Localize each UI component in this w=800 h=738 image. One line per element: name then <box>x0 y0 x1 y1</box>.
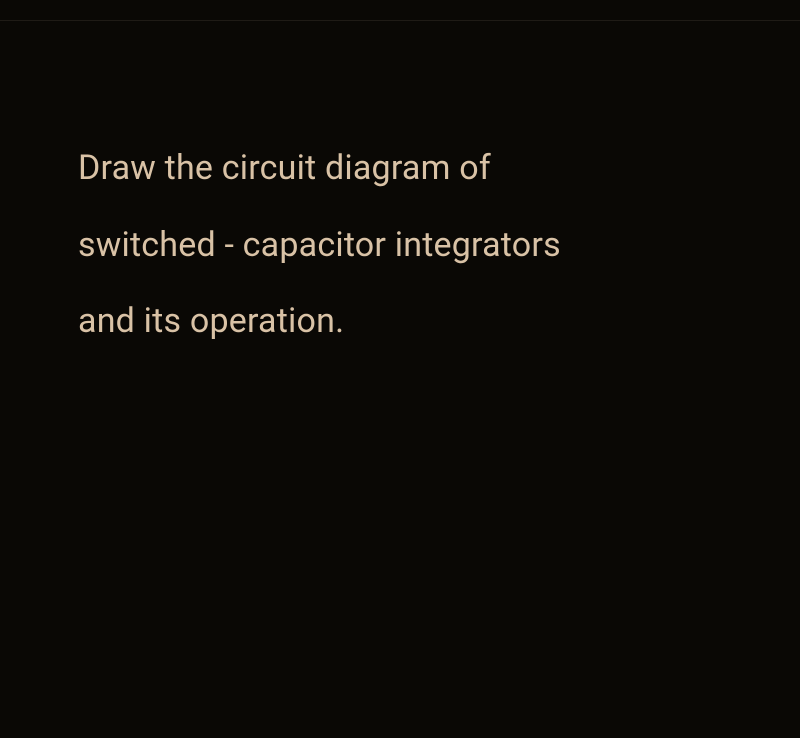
question-line-2: switched - capacitor integrators <box>78 207 756 284</box>
question-line-1: Draw the circuit diagram of <box>78 130 756 207</box>
question-text: Draw the circuit diagram of switched - c… <box>78 130 756 360</box>
question-line-3: and its operation. <box>78 283 756 360</box>
top-divider <box>0 20 800 21</box>
question-slide: Draw the circuit diagram of switched - c… <box>0 0 800 738</box>
